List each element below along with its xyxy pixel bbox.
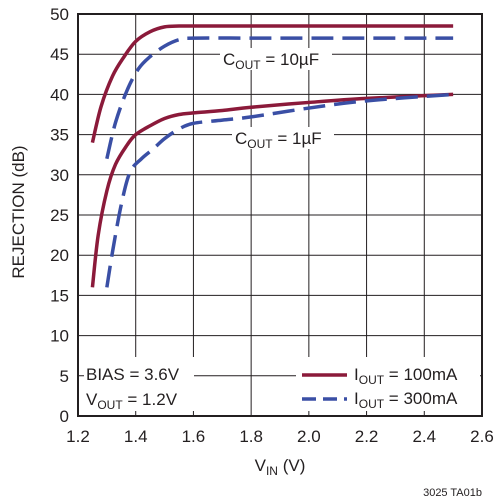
- legend-label-300ma: IOUT = 300mA: [354, 389, 458, 411]
- x-tick-labels: 1.2 1.4 1.6 1.8 2.0 2.2 2.4 2.6: [66, 427, 494, 446]
- y-tick-label: 40: [50, 85, 69, 104]
- series-line-cout_10-solid: [90, 24, 454, 144]
- legend-label-100ma: IOUT = 100mA: [354, 365, 458, 387]
- y-tick-labels: 0 5 10 15 20 25 30 35 40 45 50: [50, 5, 69, 426]
- series-line-cout_1-solid: [90, 92, 454, 288]
- y-tick-label: 20: [50, 246, 69, 265]
- legend-bg: [296, 357, 480, 411]
- x-tick-label: 2.0: [297, 427, 321, 446]
- y-tick-label: 25: [50, 206, 69, 225]
- series-line-cout_10-dashed: [105, 36, 454, 160]
- annotation-cout-10uf: COUT = 10µF: [223, 50, 319, 72]
- y-tick-label: 50: [50, 5, 69, 24]
- y-tick-label: 45: [50, 45, 69, 64]
- annotation-cout10-bg: [220, 48, 332, 70]
- y-tick-label: 5: [60, 367, 69, 386]
- x-tick-label: 1.8: [239, 427, 263, 446]
- y-tick-label: 0: [60, 407, 69, 426]
- grid: [77, 13, 483, 417]
- y-tick-label: 10: [50, 327, 69, 346]
- x-axis-label: VIN (V): [255, 456, 306, 478]
- annotation-cout1-bg: [232, 127, 334, 149]
- y-axis-label: REJECTION (dB): [9, 145, 28, 278]
- x-tick-label: 2.6: [470, 427, 494, 446]
- condition-bias: BIAS = 3.6V: [86, 365, 180, 384]
- y-tick-label: 35: [50, 126, 69, 145]
- x-tick-label: 1.2: [66, 427, 90, 446]
- x-tick-label: 2.2: [355, 427, 379, 446]
- annotation-cout-1uf: COUT = 1µF: [235, 129, 322, 151]
- legend: IOUT = 100mA IOUT = 300mA: [302, 365, 458, 411]
- plot-frame: [77, 13, 483, 417]
- x-tick-label: 2.4: [412, 427, 436, 446]
- x-tick-label: 1.4: [124, 427, 148, 446]
- series-layer: [90, 24, 454, 288]
- figure-footnote: 3025 TA01b: [423, 487, 482, 499]
- conditions-bg: [84, 357, 194, 411]
- condition-vout: VOUT = 1.2V: [86, 390, 178, 412]
- x-tick-label: 1.6: [182, 427, 206, 446]
- series-line-cout_1-dashed: [105, 92, 454, 288]
- y-tick-label: 15: [50, 286, 69, 305]
- y-tick-label: 30: [50, 166, 69, 185]
